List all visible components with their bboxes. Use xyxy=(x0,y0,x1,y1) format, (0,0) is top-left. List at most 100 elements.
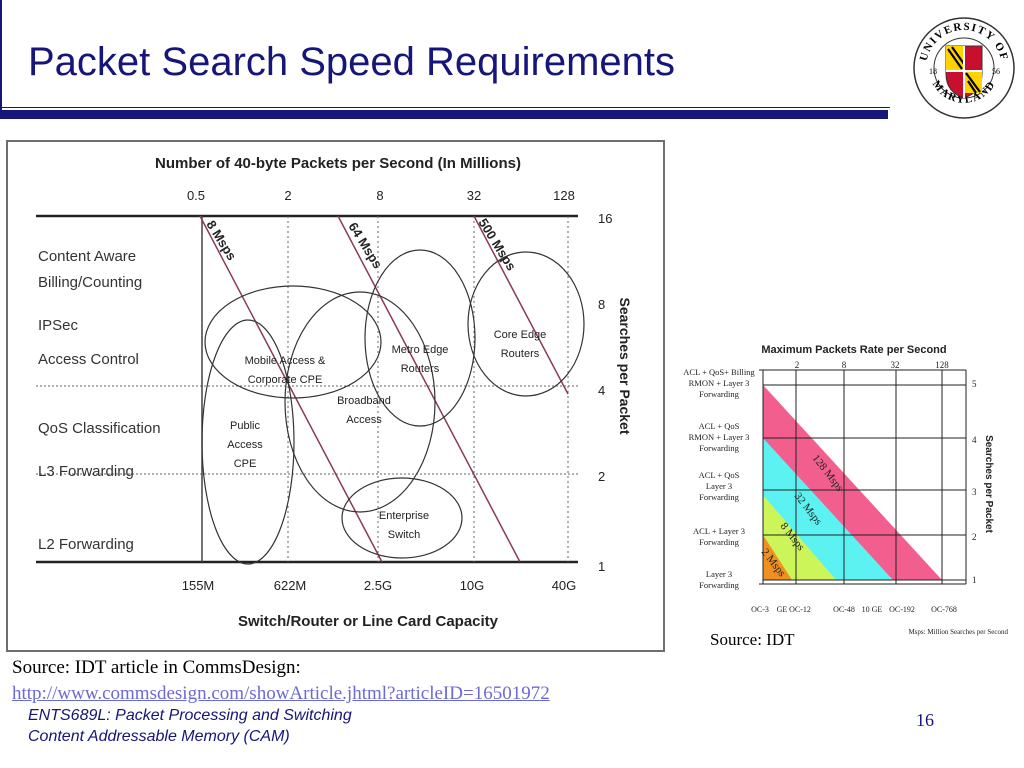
title-left-edge xyxy=(0,0,2,112)
idt-right-tick-label: 3 xyxy=(972,487,977,497)
idt-bottom-tick-label: GE xyxy=(777,605,788,614)
slide-title: Packet Search Speed Requirements xyxy=(28,40,676,84)
idt-right-tick-label: 5 xyxy=(972,379,977,389)
row-label: Billing/Counting xyxy=(38,274,142,291)
diagonal-line-1 xyxy=(199,215,383,563)
bottom-tick-label: 40G xyxy=(552,578,577,593)
idt-chart-title: Maximum Packets Rate per Second xyxy=(761,344,946,356)
row-label: L3 Forwarding xyxy=(38,463,134,480)
seal-year-left: 18 xyxy=(929,67,937,76)
idt-bottom-tick-label: OC-192 xyxy=(889,605,915,614)
rate-line-label: 64 Msps xyxy=(345,220,385,271)
top-tick-label: 128 xyxy=(553,188,575,203)
idt-top-tick-label: 8 xyxy=(842,360,847,370)
region-label: Corporate CPE xyxy=(248,374,323,386)
region-ellipse-5 xyxy=(201,319,295,565)
region-label: Switch xyxy=(388,529,420,541)
title-rule-thin xyxy=(0,107,890,108)
region-label: Public xyxy=(230,420,260,432)
region-label: Enterprise xyxy=(379,510,429,522)
seal-year-right: 56 xyxy=(992,67,1000,76)
university-seal-logo: UNIVERSITY OF MARYLAND 18 56 xyxy=(913,17,1015,119)
footer-topic: Content Addressable Memory (CAM) xyxy=(28,728,290,745)
region-ellipse-6 xyxy=(341,477,463,559)
idt-row-label: RMON + Layer 3 xyxy=(689,378,750,388)
idt-right-tick-label: 4 xyxy=(972,435,977,445)
top-tick-label: 8 xyxy=(376,188,383,203)
region-label: Broadband xyxy=(337,395,391,407)
chart-title: Number of 40-byte Packets per Second (In… xyxy=(155,155,521,172)
right-tick-label: 2 xyxy=(598,469,605,484)
idt-row-label: Layer 3 xyxy=(706,569,732,579)
idt-y-label: Searches per Packet xyxy=(983,435,994,534)
idt-bottom-tick-label: OC-12 xyxy=(789,605,811,614)
row-label: IPSec xyxy=(38,317,79,334)
idt-bottom-tick-label: 10 GE xyxy=(862,605,883,614)
idt-footnote: Msps: Million Searches per Second xyxy=(908,628,1008,636)
top-tick-label: 32 xyxy=(467,188,481,203)
idt-row-label: Layer 3 xyxy=(706,481,732,491)
region-label: Routers xyxy=(501,348,540,360)
row-label: L2 Forwarding xyxy=(38,536,134,553)
region-ellipse-2 xyxy=(364,249,476,427)
source-url-link[interactable]: http://www.commsdesign.com/showArticle.j… xyxy=(12,683,550,704)
idt-row-label: ACL + QoS xyxy=(699,421,740,431)
region-label: Core Edge xyxy=(494,329,547,341)
region-label: Routers xyxy=(401,363,440,375)
idt-bottom-tick-label: OC-3 xyxy=(751,605,769,614)
region-ellipse-1 xyxy=(204,285,382,399)
region-ellipse-3 xyxy=(467,251,585,397)
chart-y-label: Searches per Packet xyxy=(617,298,633,435)
top-tick-label: 0.5 xyxy=(187,188,205,203)
idt-row-label: RMON + Layer 3 xyxy=(689,432,750,442)
idt-row-label: ACL + Layer 3 xyxy=(693,526,745,536)
chart-x-label: Switch/Router or Line Card Capacity xyxy=(238,613,499,630)
row-label: Content Aware xyxy=(38,248,136,265)
band-green xyxy=(763,495,836,580)
idt-row-label: Forwarding xyxy=(699,389,739,399)
idt-right-tick-label: 1 xyxy=(972,575,977,585)
region-label: Metro Edge xyxy=(392,344,449,356)
region-label: Access xyxy=(227,439,263,451)
source-article: Source: IDT article in CommsDesign: xyxy=(12,657,301,678)
page-number: 16 xyxy=(916,710,934,730)
bottom-tick-label: 622M xyxy=(274,578,307,593)
idt-top-tick-label: 2 xyxy=(795,360,800,370)
idt-chart-svg: Maximum Packets Rate per Second 2 8 32 128 5 4… xyxy=(683,344,1008,636)
row-label: Access Control xyxy=(38,351,139,368)
source-idt: Source: IDT xyxy=(710,630,795,649)
idt-top-tick-label: 128 xyxy=(935,360,949,370)
idt-row-label: Forwarding xyxy=(699,580,739,590)
idt-bottom-tick-label: OC-48 xyxy=(833,605,855,614)
band-orange xyxy=(763,535,792,580)
right-tick-label: 16 xyxy=(598,211,612,226)
capacity-chart: Number of 40-byte Packets per Second (In… xyxy=(6,140,665,652)
capacity-chart-svg: Number of 40-byte Packets per Second (In… xyxy=(36,155,633,630)
idt-top-tick-label: 32 xyxy=(891,360,900,370)
footer-course: ENTS689L: Packet Processing and Switchin… xyxy=(28,707,352,724)
top-tick-label: 2 xyxy=(284,188,291,203)
idt-row-label: ACL + QoS+ Billing xyxy=(683,367,755,377)
bottom-tick-label: 2.5G xyxy=(364,578,392,593)
region-ellipse-4 xyxy=(284,291,436,513)
idt-row-label: Forwarding xyxy=(699,537,739,547)
idt-bottom-tick-label: OC-768 xyxy=(931,605,957,614)
idt-chart: Maximum Packets Rate per Second 2 8 32 128 5 4… xyxy=(676,330,1016,638)
maryland-flag-shield xyxy=(945,45,983,99)
idt-row-label: Forwarding xyxy=(699,443,739,453)
right-tick-label: 8 xyxy=(598,297,605,312)
region-label: Access xyxy=(346,414,382,426)
rate-line-label: 500 Msps xyxy=(475,216,519,274)
idt-row-label: Forwarding xyxy=(699,492,739,502)
title-rule-thick xyxy=(0,110,888,119)
diagonal-line-3 xyxy=(473,215,569,395)
diagonal-line-2 xyxy=(337,215,521,563)
idt-row-label: ACL + QoS xyxy=(699,470,740,480)
right-tick-label: 4 xyxy=(598,383,605,398)
row-label: QoS Classification xyxy=(38,420,161,437)
right-tick-label: 1 xyxy=(598,559,605,574)
bottom-tick-label: 10G xyxy=(460,578,485,593)
bottom-tick-label: 155M xyxy=(182,578,215,593)
region-label: CPE xyxy=(234,458,257,470)
region-label: Mobile Access & xyxy=(245,355,326,367)
